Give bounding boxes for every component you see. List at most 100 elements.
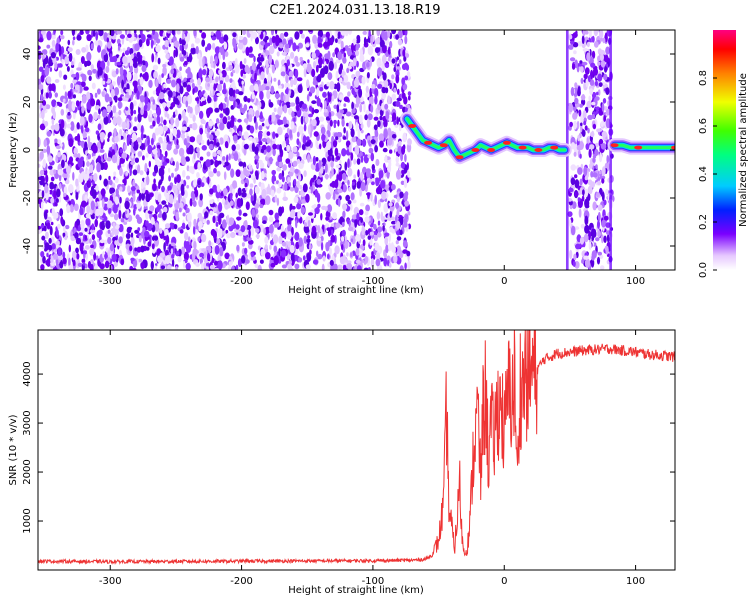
noise-speckle bbox=[271, 112, 276, 122]
noise-speckle bbox=[194, 162, 199, 170]
noise-speckle bbox=[224, 107, 230, 116]
noise-speckle bbox=[263, 227, 266, 235]
noise-speckle bbox=[137, 151, 143, 157]
noise-speckle bbox=[144, 162, 148, 173]
noise-speckle bbox=[46, 130, 52, 137]
noise-speckle bbox=[236, 244, 240, 252]
noise-speckle bbox=[363, 267, 369, 270]
noise-speckle bbox=[340, 30, 346, 36]
noise-speckle bbox=[375, 37, 381, 45]
noise-speckle bbox=[68, 244, 72, 253]
noise-speckle bbox=[602, 98, 607, 104]
noise-speckle bbox=[357, 128, 361, 139]
noise-speckle bbox=[367, 235, 372, 240]
noise-speckle bbox=[205, 245, 211, 251]
noise-speckle bbox=[314, 49, 320, 57]
noise-speckle bbox=[184, 206, 187, 211]
noise-speckle bbox=[311, 52, 317, 59]
noise-speckle bbox=[75, 100, 80, 107]
noise-speckle bbox=[307, 59, 310, 64]
noise-speckle bbox=[141, 180, 144, 190]
noise-speckle bbox=[55, 259, 59, 265]
noise-speckle bbox=[178, 147, 185, 157]
noise-speckle bbox=[69, 53, 73, 58]
y-tick-label: -40 bbox=[22, 238, 33, 254]
noise-speckle bbox=[357, 43, 361, 49]
noise-speckle bbox=[407, 260, 411, 270]
noise-speckle bbox=[72, 171, 75, 181]
noise-speckle bbox=[584, 125, 588, 131]
noise-speckle bbox=[203, 92, 208, 97]
noise-speckle bbox=[173, 196, 177, 204]
noise-speckle bbox=[281, 241, 287, 247]
noise-speckle bbox=[592, 123, 597, 130]
noise-speckle bbox=[155, 206, 160, 213]
noise-speckle bbox=[347, 167, 353, 177]
noise-speckle bbox=[168, 56, 174, 66]
noise-speckle bbox=[49, 181, 55, 190]
noise-speckle bbox=[584, 67, 590, 75]
noise-speckle bbox=[112, 204, 118, 214]
noise-speckle bbox=[239, 60, 243, 70]
noise-speckle bbox=[76, 67, 82, 71]
noise-speckle bbox=[144, 96, 149, 105]
noise-speckle bbox=[354, 145, 360, 156]
noise-speckle bbox=[254, 186, 260, 195]
noise-speckle bbox=[272, 148, 276, 157]
noise-speckle bbox=[152, 149, 158, 155]
noise-speckle bbox=[179, 66, 182, 71]
noise-speckle bbox=[401, 77, 406, 86]
noise-speckle bbox=[217, 83, 223, 92]
noise-speckle bbox=[50, 176, 55, 182]
noise-speckle bbox=[245, 186, 248, 191]
noise-speckle bbox=[82, 262, 86, 266]
noise-speckle bbox=[296, 138, 300, 146]
noise-speckle bbox=[171, 79, 176, 88]
noise-speckle bbox=[254, 263, 259, 269]
noise-speckle bbox=[60, 108, 65, 116]
noise-speckle bbox=[165, 223, 171, 229]
noise-speckle bbox=[339, 109, 345, 114]
noise-speckle bbox=[395, 156, 399, 164]
noise-speckle bbox=[133, 207, 136, 216]
noise-speckle bbox=[351, 214, 358, 220]
noise-speckle bbox=[573, 253, 577, 261]
noise-speckle bbox=[353, 77, 360, 88]
noise-speckle bbox=[157, 57, 161, 65]
noise-speckle bbox=[588, 242, 592, 251]
noise-speckle bbox=[367, 45, 374, 56]
noise-speckle bbox=[356, 212, 360, 221]
noise-speckle bbox=[224, 141, 229, 149]
noise-speckle bbox=[582, 189, 585, 196]
noise-speckle bbox=[157, 213, 163, 218]
noise-speckle bbox=[399, 104, 403, 109]
noise-speckle bbox=[364, 216, 370, 223]
noise-speckle bbox=[285, 138, 290, 146]
noise-speckle bbox=[75, 178, 79, 187]
noise-speckle bbox=[142, 34, 146, 43]
noise-speckle bbox=[259, 114, 264, 120]
noise-speckle bbox=[53, 30, 56, 35]
noise-speckle bbox=[274, 194, 278, 203]
noise-speckle bbox=[46, 44, 51, 49]
noise-speckle bbox=[101, 109, 108, 118]
noise-speckle bbox=[397, 88, 400, 95]
noise-speckle bbox=[164, 228, 169, 236]
noise-speckle bbox=[243, 131, 249, 140]
noise-speckle bbox=[381, 191, 387, 200]
noise-speckle bbox=[399, 265, 404, 270]
noise-speckle bbox=[254, 146, 259, 155]
noise-speckle bbox=[99, 174, 102, 181]
noise-speckle bbox=[293, 178, 297, 186]
noise-speckle bbox=[583, 166, 588, 177]
snr-background bbox=[38, 330, 675, 570]
noise-speckle bbox=[580, 66, 584, 73]
noise-speckle bbox=[346, 218, 350, 225]
noise-speckle bbox=[577, 41, 583, 47]
noise-speckle bbox=[327, 155, 332, 162]
noise-speckle bbox=[238, 130, 242, 137]
noise-speckle bbox=[568, 34, 573, 40]
noise-speckle bbox=[383, 257, 388, 267]
noise-speckle bbox=[46, 76, 52, 84]
colorbar-tick-label: 0.2 bbox=[698, 214, 709, 230]
